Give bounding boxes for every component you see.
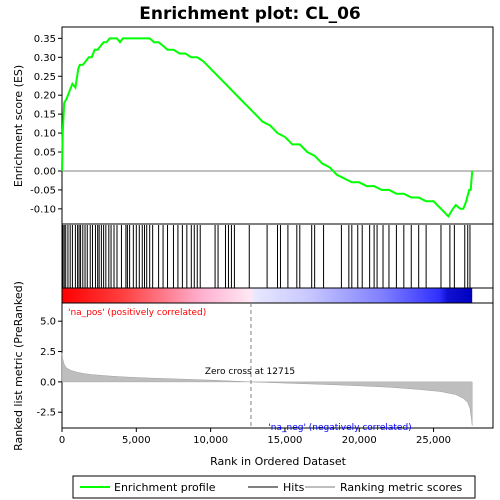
metric-y-tick-label: 0.0 [40,377,56,388]
metric-y-tick-label: -2.5 [36,408,56,419]
es-y-axis: 0.35 0.30 0.25 0.20 0.15 0.10 0.05 0.00 -0.05 -0.… [30,34,62,215]
x-tick-label: 5,000 [122,435,151,446]
ranking-metric-area [61,352,473,426]
es-y-tick-label: -0.05 [30,185,56,196]
metric-y-label: Ranked list metric (PreRanked) [12,281,25,451]
es-y-label: Enrichment score (ES) [12,65,25,187]
es-y-tick-label: 0.20 [34,91,56,102]
x-tick-label: 0 [59,435,65,446]
x-axis-label: Rank in Ordered Dataset [210,455,347,468]
metric-y-tick-label: 2.5 [40,347,56,358]
es-y-tick-label: 0.30 [34,53,56,64]
zero-cross-label: Zero cross at 12715 [205,367,295,377]
metric-x-axis: 0 5,000 10,000 15,000 20,000 25,000 [59,428,451,446]
es-y-tick-label: 0.15 [34,110,56,121]
es-y-tick-label: -0.10 [30,204,56,215]
positive-correlation-label: 'na_pos' (positively correlated) [68,308,206,318]
metric-y-axis: 5.0 2.5 0.0 -2.5 [36,317,62,419]
es-y-tick-label: 0.35 [34,34,56,45]
enrichment-profile-line [61,37,474,219]
x-tick-label: 10,000 [193,435,228,446]
x-tick-label: 15,000 [267,435,302,446]
es-y-tick-label: 0.10 [34,129,56,140]
legend-metric-label: Ranking metric scores [340,481,462,494]
es-y-tick-label: 0.00 [34,166,56,177]
x-tick-label: 25,000 [416,435,451,446]
metric-y-tick-label: 5.0 [40,317,56,328]
chart-title: Enrichment plot: CL_06 [139,4,360,24]
es-y-tick-label: 0.05 [34,148,56,159]
x-tick-label: 20,000 [342,435,377,446]
legend-hits-label: Hits [283,481,305,494]
legend-profile-label: Enrichment profile [114,481,216,494]
es-panel-frame [61,26,494,225]
metric-panel-frame [61,302,494,429]
rank-color-bar [62,288,473,303]
negative-correlation-label: 'na_neg' (negatively correlated) [268,423,411,433]
es-y-tick-label: 0.25 [34,72,56,83]
hits-marks [62,225,471,288]
